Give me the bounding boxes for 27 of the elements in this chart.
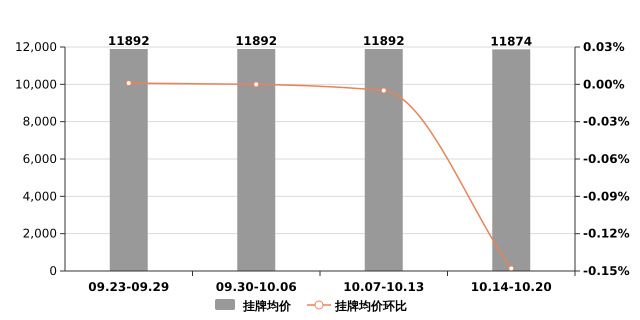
y2-tick-label: -0.12% [583, 226, 630, 241]
y-tick-label: 12,000 [15, 40, 57, 54]
x-tick-label: 10.07-10.13 [343, 280, 424, 294]
data-label: 11874 [490, 34, 532, 48]
y-tick-label: 0 [49, 264, 57, 278]
data-label: 11892 [362, 34, 405, 48]
legend-label: 挂牌均价环比 [334, 299, 407, 313]
y2-tick-label: -0.09% [583, 189, 630, 204]
y-tick-label: 2,000 [22, 226, 57, 241]
y-tick-label: 6,000 [22, 152, 57, 166]
y-tick-label: 4,000 [22, 189, 57, 204]
y-tick-label: 8,000 [22, 114, 57, 129]
y2-tick-label: -0.06% [583, 152, 630, 166]
data-label: 11892 [108, 34, 150, 48]
y-tick-label: 10,000 [15, 77, 57, 92]
x-tick-label: 09.23-09.29 [88, 280, 170, 294]
legend-label: 挂牌均价 [242, 299, 292, 313]
y2-tick-label: -0.15% [583, 264, 630, 278]
data-label: 11892 [235, 34, 278, 48]
x-tick-label: 10.14-10.20 [470, 280, 552, 294]
point [253, 81, 260, 88]
x-tick-label: 09.30-10.06 [216, 280, 297, 294]
y2-tick-label: 0.03% [583, 40, 625, 54]
y2-tick-label: 0.00% [583, 77, 625, 92]
point [126, 80, 132, 86]
point [380, 88, 387, 94]
y2-tick-label: -0.03% [583, 114, 630, 129]
